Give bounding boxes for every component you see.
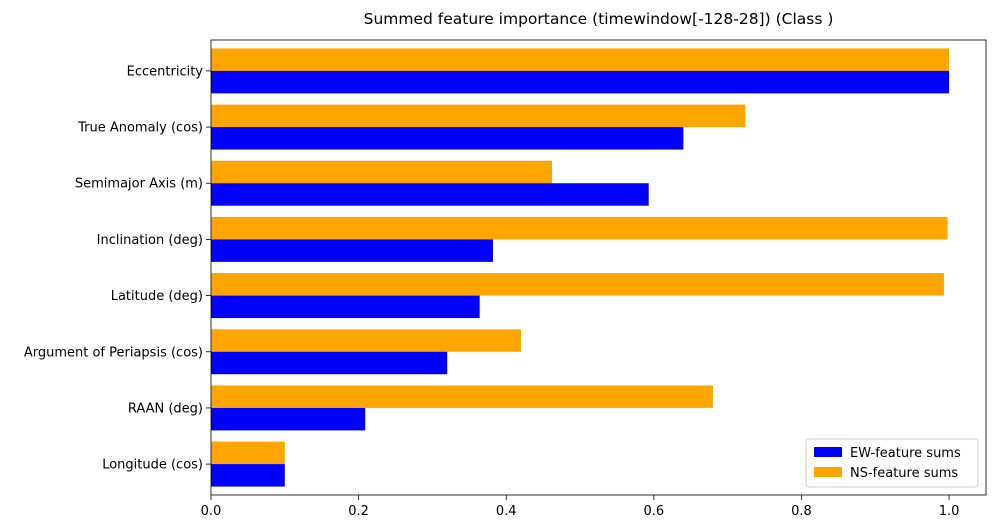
y-tick-label: Eccentricity <box>127 64 204 79</box>
bar-ew-4 <box>211 295 480 319</box>
chart-title: Summed feature importance (timewindow[-1… <box>364 10 834 28</box>
legend-box <box>805 438 979 488</box>
y-tick-label: Inclination (deg) <box>97 233 203 248</box>
bar-ns-5 <box>211 329 521 352</box>
x-tick-label: 0.0 <box>201 504 222 519</box>
y-axis: Eccentricity True Anomaly (cos) Semimajor … <box>24 64 211 473</box>
x-axis: 0.0 0.2 0.4 0.6 0.8 1.0 <box>201 495 960 519</box>
bars-layer <box>211 48 950 487</box>
bar-ns-2 <box>211 160 552 184</box>
bar-ew-0 <box>211 70 950 94</box>
bar-ns-7 <box>211 441 285 465</box>
bar-ew-5 <box>211 351 448 375</box>
bar-ns-4 <box>211 273 944 296</box>
x-tick-label: 1.0 <box>939 504 960 519</box>
x-tick-label: 0.2 <box>348 504 369 519</box>
legend-label-0: EW-feature sums <box>850 446 961 461</box>
bar-ew-6 <box>211 407 366 431</box>
y-tick-label: Argument of Periapsis (cos) <box>24 345 203 360</box>
legend: EW-feature sums NS-feature sums <box>805 438 979 488</box>
x-tick-label: 0.6 <box>644 504 665 519</box>
legend-swatch-1 <box>814 467 842 477</box>
axes-frame <box>210 39 987 496</box>
y-tick-label: True Anomaly (cos) <box>77 121 203 136</box>
y-tick-label: Semimajor Axis (m) <box>75 177 203 192</box>
y-tick-label: RAAN (deg) <box>128 401 203 416</box>
legend-swatch-0 <box>814 447 842 457</box>
bar-ew-7 <box>211 464 285 487</box>
x-tick-label: 0.4 <box>496 504 517 519</box>
bar-ns-1 <box>211 104 746 128</box>
legend-label-1: NS-feature sums <box>850 466 958 481</box>
bar-ew-1 <box>211 127 684 150</box>
bar-ns-6 <box>211 385 713 408</box>
bar-ew-2 <box>211 183 649 206</box>
x-tick-label: 0.8 <box>791 504 812 519</box>
bar-ns-0 <box>211 48 950 71</box>
y-tick-label: Longitude (cos) <box>102 458 203 473</box>
bar-ew-3 <box>211 239 493 262</box>
y-tick-label: Latitude (deg) <box>111 289 203 304</box>
bar-ns-3 <box>211 216 948 240</box>
